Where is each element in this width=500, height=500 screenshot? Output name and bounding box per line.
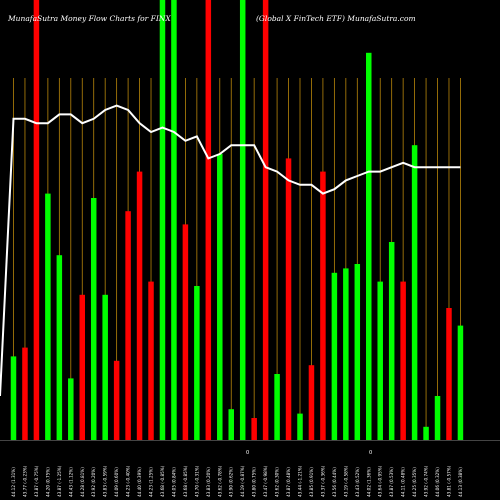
bar [457,325,464,440]
tick-label: 43.62 (-0.78%) [217,465,222,497]
tick-label: 43.83 (0.20%) [206,467,211,497]
chart-title-right: (Global X FinTech ETF) MunafaSutra.com [256,14,416,23]
tick-label: 43.19 (-0.58%) [343,465,348,497]
tick-label: 43.87 (0.53%) [389,467,394,497]
bars-layer [10,0,464,441]
bar [22,347,28,440]
tick-label: 43.70 (-0.31%) [194,465,199,497]
bar [377,281,383,440]
bar [285,158,292,440]
bar [400,281,406,440]
tick-label: 44.09 (0.60%) [114,467,119,497]
tick-label: 43.64 (-0.95%) [378,465,383,497]
bar [136,171,143,440]
tick-label: 43.44 (-1.21%) [298,465,303,497]
tick-label: 43.81 (-0.57%) [446,465,451,497]
bar [90,198,97,440]
bar [423,426,429,440]
bar [33,0,40,440]
bar [354,264,361,440]
bar [171,0,177,440]
tick-label: 43.37 (-0.36%) [320,465,325,497]
tick-label: 43.83 (-0.59%) [103,465,108,497]
bar [388,242,395,440]
bar [331,272,338,440]
tick-label: 44.02 (1.36%) [366,467,371,497]
bar [239,0,246,440]
bar [102,294,108,440]
line-layer [0,104,461,397]
bar [125,211,131,440]
bar [366,52,372,441]
bar [205,0,212,440]
bar [159,0,166,440]
tick-label: 43.87 (-1.25%) [57,465,62,497]
bar [10,356,17,440]
tick-label: 44.40 (0.39%) [137,467,142,497]
bar [446,308,452,440]
tick-label: 43.92 (0.20%) [91,467,96,497]
tick-label: 43.90 (0.62%) [229,467,234,497]
bar [343,268,349,440]
bar [434,396,441,440]
tick-label: 44.25 (0.35%) [412,467,417,497]
tick-label: 44.12 (1.31%) [11,467,16,497]
tick-label: 44.13 (0.38%) [458,467,463,497]
bar [411,145,418,440]
tick-label: 44.23 (-0.40%) [126,465,131,497]
tick-label: 43.68 (-0.85%) [183,465,188,497]
money-flow-line [0,104,461,397]
bar [182,224,189,440]
bar [45,193,51,440]
bar [148,281,154,440]
tick-label: 44.06 (0.32%) [435,467,440,497]
tick-label: 44.19 (-0.87%) [240,465,245,497]
bar [228,409,234,440]
tick-label: 43.56 (0.44%) [332,467,337,497]
chart-title-left: MunafaSutra Money Flow Charts for FINX [7,14,171,23]
tick-label: 44.43 (1.12%) [68,467,73,497]
bar [113,360,120,440]
bar [320,171,326,440]
tick-label: 44.23 (1.25%) [149,467,154,497]
tick-label: 43.80 (0.75%) [252,467,257,497]
tick-label: 43.47 (-0.98%) [263,465,268,497]
bar [194,286,200,440]
bar [251,418,257,440]
tick-label: 44.05 (0.84%) [171,467,176,497]
tick-label: 44.20 (0.75%) [45,467,50,497]
bar [79,294,86,440]
bar [56,255,63,440]
bar [297,413,303,440]
x-tick-labels: 44.12 (1.31%) 43.77 (-0.23%) 43.87 (-0.75%… [11,465,463,497]
bar [217,154,223,440]
tick-label: 43.85 (0.91%) [309,467,314,497]
tick-label: 43.43 (0.52%) [355,467,360,497]
bar [68,378,74,440]
tick-label: 43.87 (-0.75%) [34,465,39,497]
tick-label: 43.62 (0.30%) [275,467,280,497]
tick-label: 44.11 (0.48%) [401,467,406,497]
tick-label: 43.92 (-0.74%) [424,465,429,497]
tick-label: 43.68 (-0.85%) [160,465,165,497]
bar [308,365,315,440]
tick-label: 43.87 (0.48%) [286,467,291,497]
tick-label: 44.28 (0.81%) [80,467,85,497]
center-label: 0 [246,450,249,456]
bar [274,374,280,440]
tick-label: 43.77 (-0.23%) [22,465,27,497]
bar [262,0,269,440]
center-label-right: 0 [369,450,372,456]
